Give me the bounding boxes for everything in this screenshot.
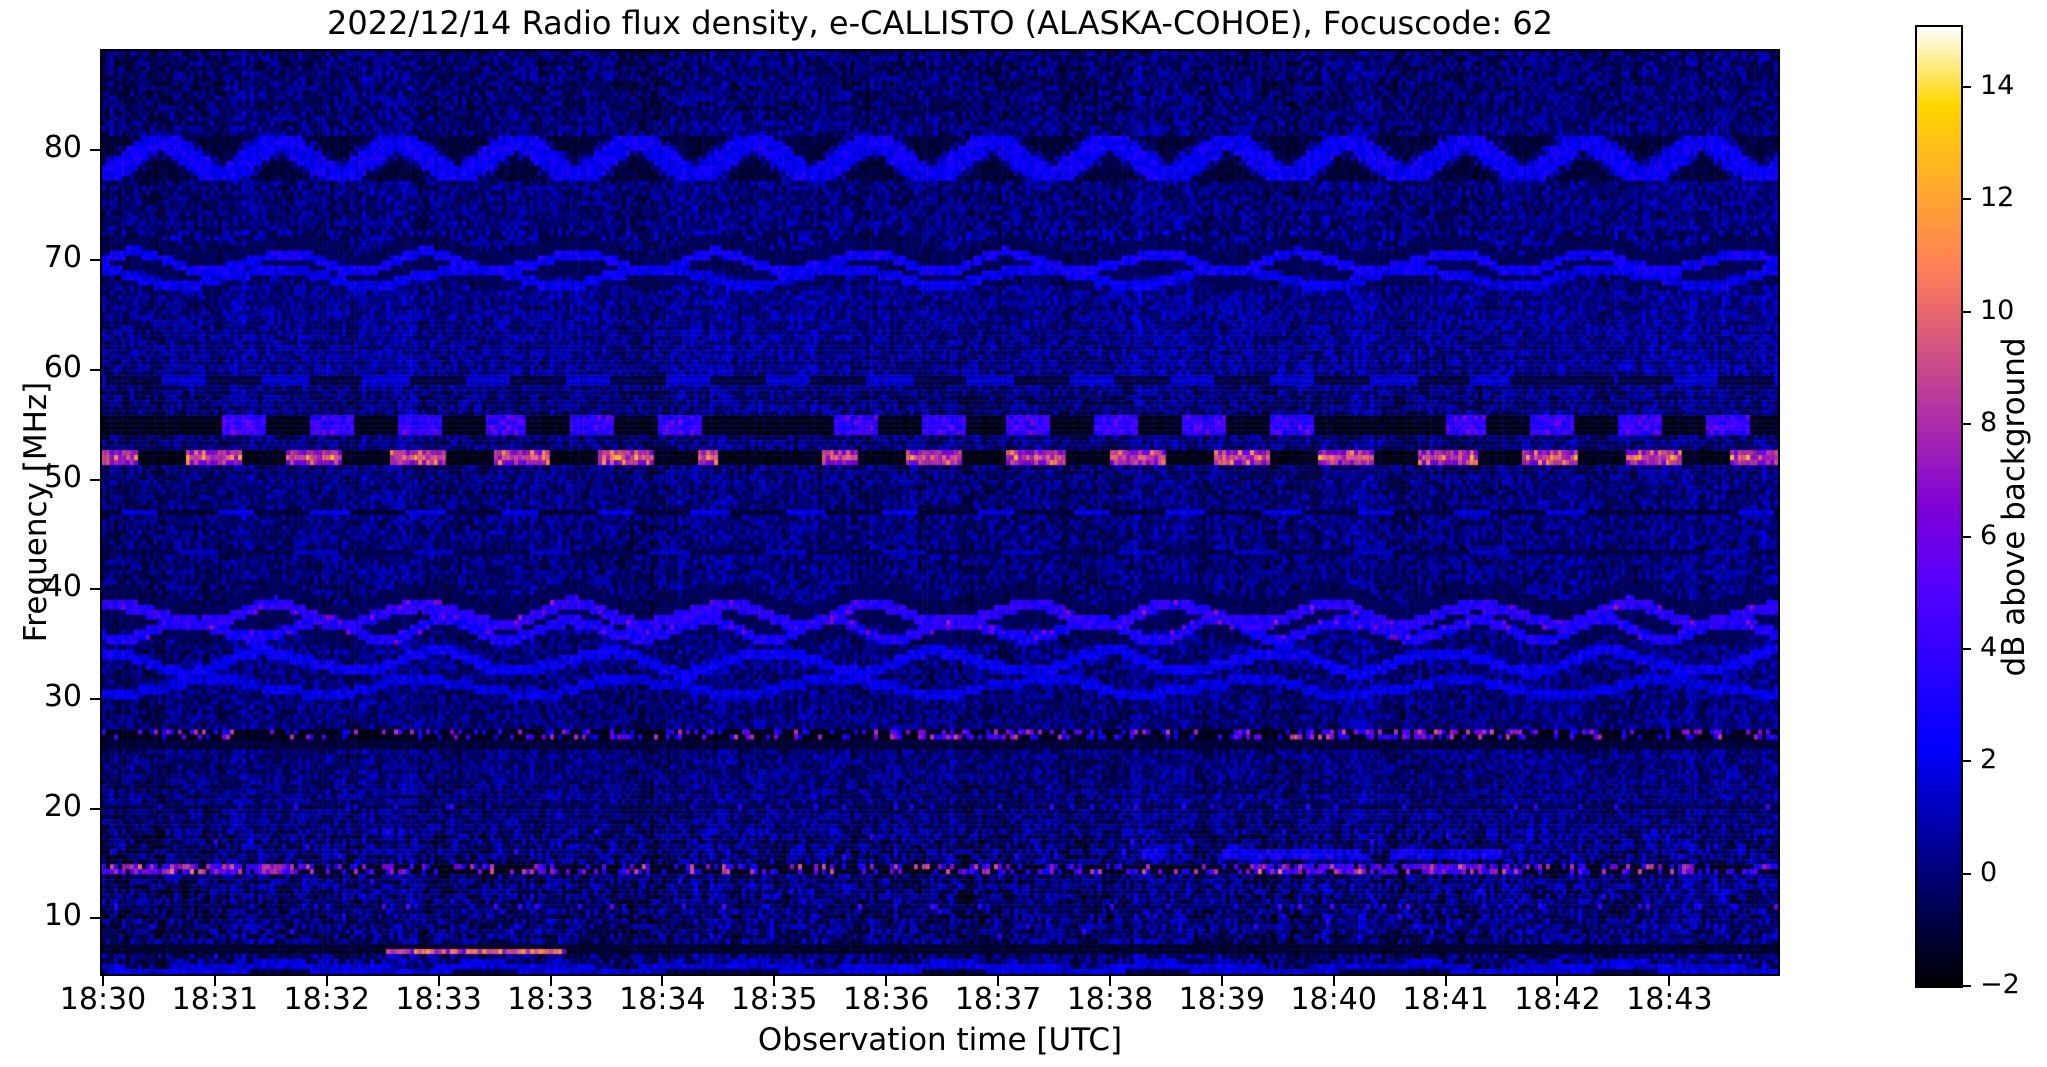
x-tick-mark xyxy=(1444,976,1447,986)
colorbar-tick-mark xyxy=(1962,760,1971,763)
x-tick-label: 18:33 xyxy=(507,982,594,1017)
colorbar-tick-label: 14 xyxy=(1980,70,2015,102)
x-tick-label: 18:31 xyxy=(171,982,259,1017)
x-tick-mark xyxy=(325,976,328,986)
x-tick-label: 18:39 xyxy=(1178,982,1266,1017)
colorbar-tick-label: 6 xyxy=(1980,519,1998,551)
colorbar-tick-label: 4 xyxy=(1980,631,1998,663)
y-tick-mark xyxy=(90,259,100,262)
colorbar-tick-mark xyxy=(1962,198,1971,201)
colorbar-canvas xyxy=(1917,27,1961,986)
x-tick-label: 18:40 xyxy=(1290,982,1377,1017)
y-tick-label: 20 xyxy=(43,788,82,824)
x-tick-label: 18:43 xyxy=(1626,982,1713,1017)
colorbar xyxy=(1915,25,1963,988)
colorbar-tick-label: 2 xyxy=(1980,744,1998,776)
y-tick-mark xyxy=(90,807,100,810)
x-axis-label: Observation time [UTC] xyxy=(757,1022,1123,1058)
x-tick-label: 18:37 xyxy=(954,982,1042,1017)
x-tick-label: 18:32 xyxy=(283,982,370,1017)
y-tick-label: 60 xyxy=(43,349,82,385)
y-tick-label: 70 xyxy=(43,240,82,276)
colorbar-tick-mark xyxy=(1962,985,1971,987)
x-tick-mark xyxy=(1108,976,1111,986)
x-tick-mark xyxy=(213,976,216,986)
colorbar-tick-label: 10 xyxy=(1980,294,2015,326)
y-tick-mark xyxy=(90,917,100,920)
colorbar-label: dB above background xyxy=(1996,337,2032,677)
x-tick-label: 18:38 xyxy=(1066,982,1154,1017)
colorbar-tick-label: 0 xyxy=(1980,856,1998,888)
x-tick-mark xyxy=(997,976,1000,986)
x-tick-label: 18:35 xyxy=(731,982,818,1017)
y-tick-label: 80 xyxy=(43,130,82,166)
colorbar-tick-label: 8 xyxy=(1980,407,1998,439)
x-tick-mark xyxy=(1332,976,1335,986)
x-tick-label: 18:36 xyxy=(842,982,930,1017)
colorbar-tick-label: −2 xyxy=(1980,969,2020,1000)
y-tick-mark xyxy=(90,368,100,371)
x-tick-mark xyxy=(102,976,104,986)
y-tick-label: 10 xyxy=(43,898,82,934)
x-tick-mark xyxy=(885,976,888,986)
y-axis-label: Frequency [MHz] xyxy=(18,381,54,643)
x-tick-mark xyxy=(437,976,440,986)
x-tick-label: 18:30 xyxy=(59,982,147,1017)
x-tick-mark xyxy=(1220,976,1223,986)
y-tick-mark xyxy=(90,588,100,591)
spectrogram-canvas xyxy=(102,51,1778,974)
plot-area xyxy=(100,49,1780,976)
y-tick-mark xyxy=(90,698,100,701)
colorbar-tick-mark xyxy=(1962,310,1971,313)
x-tick-mark xyxy=(549,976,552,986)
y-tick-label: 50 xyxy=(43,459,82,495)
colorbar-tick-mark xyxy=(1962,86,1971,89)
colorbar-tick-label: 12 xyxy=(1980,182,2015,214)
colorbar-tick-mark xyxy=(1962,423,1971,426)
x-tick-mark xyxy=(773,976,776,986)
x-tick-label: 18:42 xyxy=(1514,982,1601,1017)
chart-title: 2022/12/14 Radio flux density, e-CALLIST… xyxy=(326,4,1554,42)
y-tick-mark xyxy=(90,149,100,152)
y-tick-label: 40 xyxy=(43,569,82,605)
colorbar-tick-mark xyxy=(1962,535,1971,538)
y-tick-mark xyxy=(90,478,100,481)
colorbar-tick-mark xyxy=(1962,872,1971,875)
x-tick-label: 18:33 xyxy=(395,982,482,1017)
x-tick-label: 18:34 xyxy=(619,982,706,1017)
x-tick-mark xyxy=(1668,976,1671,986)
colorbar-tick-mark xyxy=(1962,647,1971,650)
y-tick-label: 30 xyxy=(43,679,82,715)
x-tick-mark xyxy=(1556,976,1559,986)
x-tick-mark xyxy=(661,976,664,986)
x-tick-label: 18:41 xyxy=(1402,982,1489,1017)
